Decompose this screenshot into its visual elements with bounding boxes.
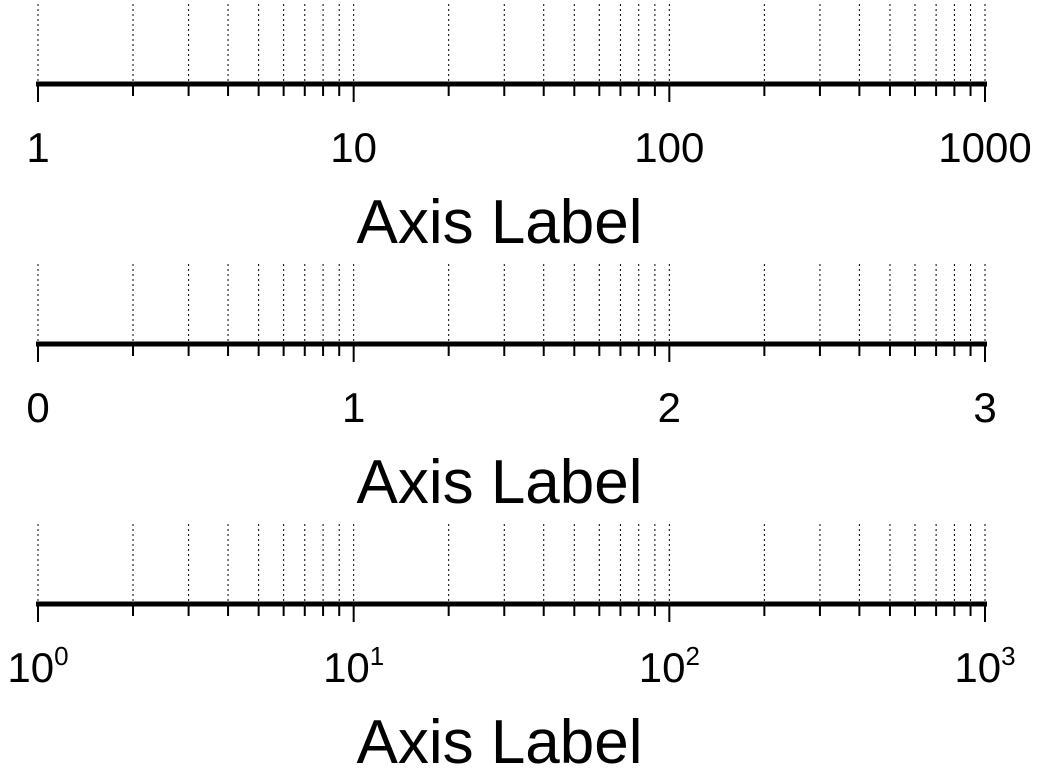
axis-title: Axis Label: [356, 188, 642, 257]
tick-label: 101: [323, 641, 384, 691]
axis-title: Axis Label: [356, 708, 642, 776]
tick-label: 100: [7, 641, 68, 691]
axis-panel-exponent-labels: 0 1 2 3 Axis Label: [26, 264, 997, 517]
tick-label: 0: [26, 384, 49, 431]
tick-label: 1: [26, 124, 49, 171]
tick-label: 10: [330, 124, 377, 171]
axis-panel-power-labels: 100 101 102 103 Axis Label: [7, 524, 1016, 776]
axis-title: Axis Label: [356, 448, 642, 517]
tick-label: 3: [973, 384, 996, 431]
tick-label: 2: [658, 384, 681, 431]
tick-label: 102: [639, 641, 700, 691]
tick-label: 1000: [938, 124, 1031, 171]
tick-label: 100: [634, 124, 704, 171]
axis-panel-linear-labels: 1 10 100 1000 Axis Label: [26, 4, 1032, 257]
tick-label: 1: [342, 384, 365, 431]
tick-label: 103: [954, 641, 1015, 691]
